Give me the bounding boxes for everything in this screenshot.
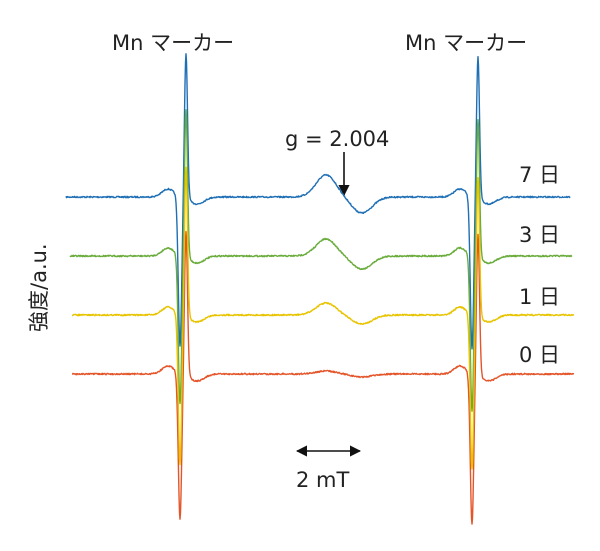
scale-bar-label: 2 mT — [296, 468, 349, 492]
mn-marker-label-right: Mn マーカー — [405, 31, 527, 55]
trace-7-day — [65, 53, 571, 350]
mn-marker-label-left: Mn マーカー — [112, 31, 234, 55]
series-label-7-day: 7 日 — [519, 163, 560, 187]
series-label-1-day: 1 日 — [519, 285, 560, 309]
trace-3-day — [69, 109, 573, 412]
g-value-annotation: g = 2.004 — [285, 127, 389, 151]
spectra-traces — [65, 53, 575, 525]
series-label-3-day: 3 日 — [519, 223, 560, 247]
y-axis-label: 強度/a.u. — [27, 243, 51, 332]
series-label-0-day: 0 日 — [519, 343, 560, 367]
trace-0-day — [71, 231, 575, 525]
trace-1-day — [71, 166, 575, 470]
